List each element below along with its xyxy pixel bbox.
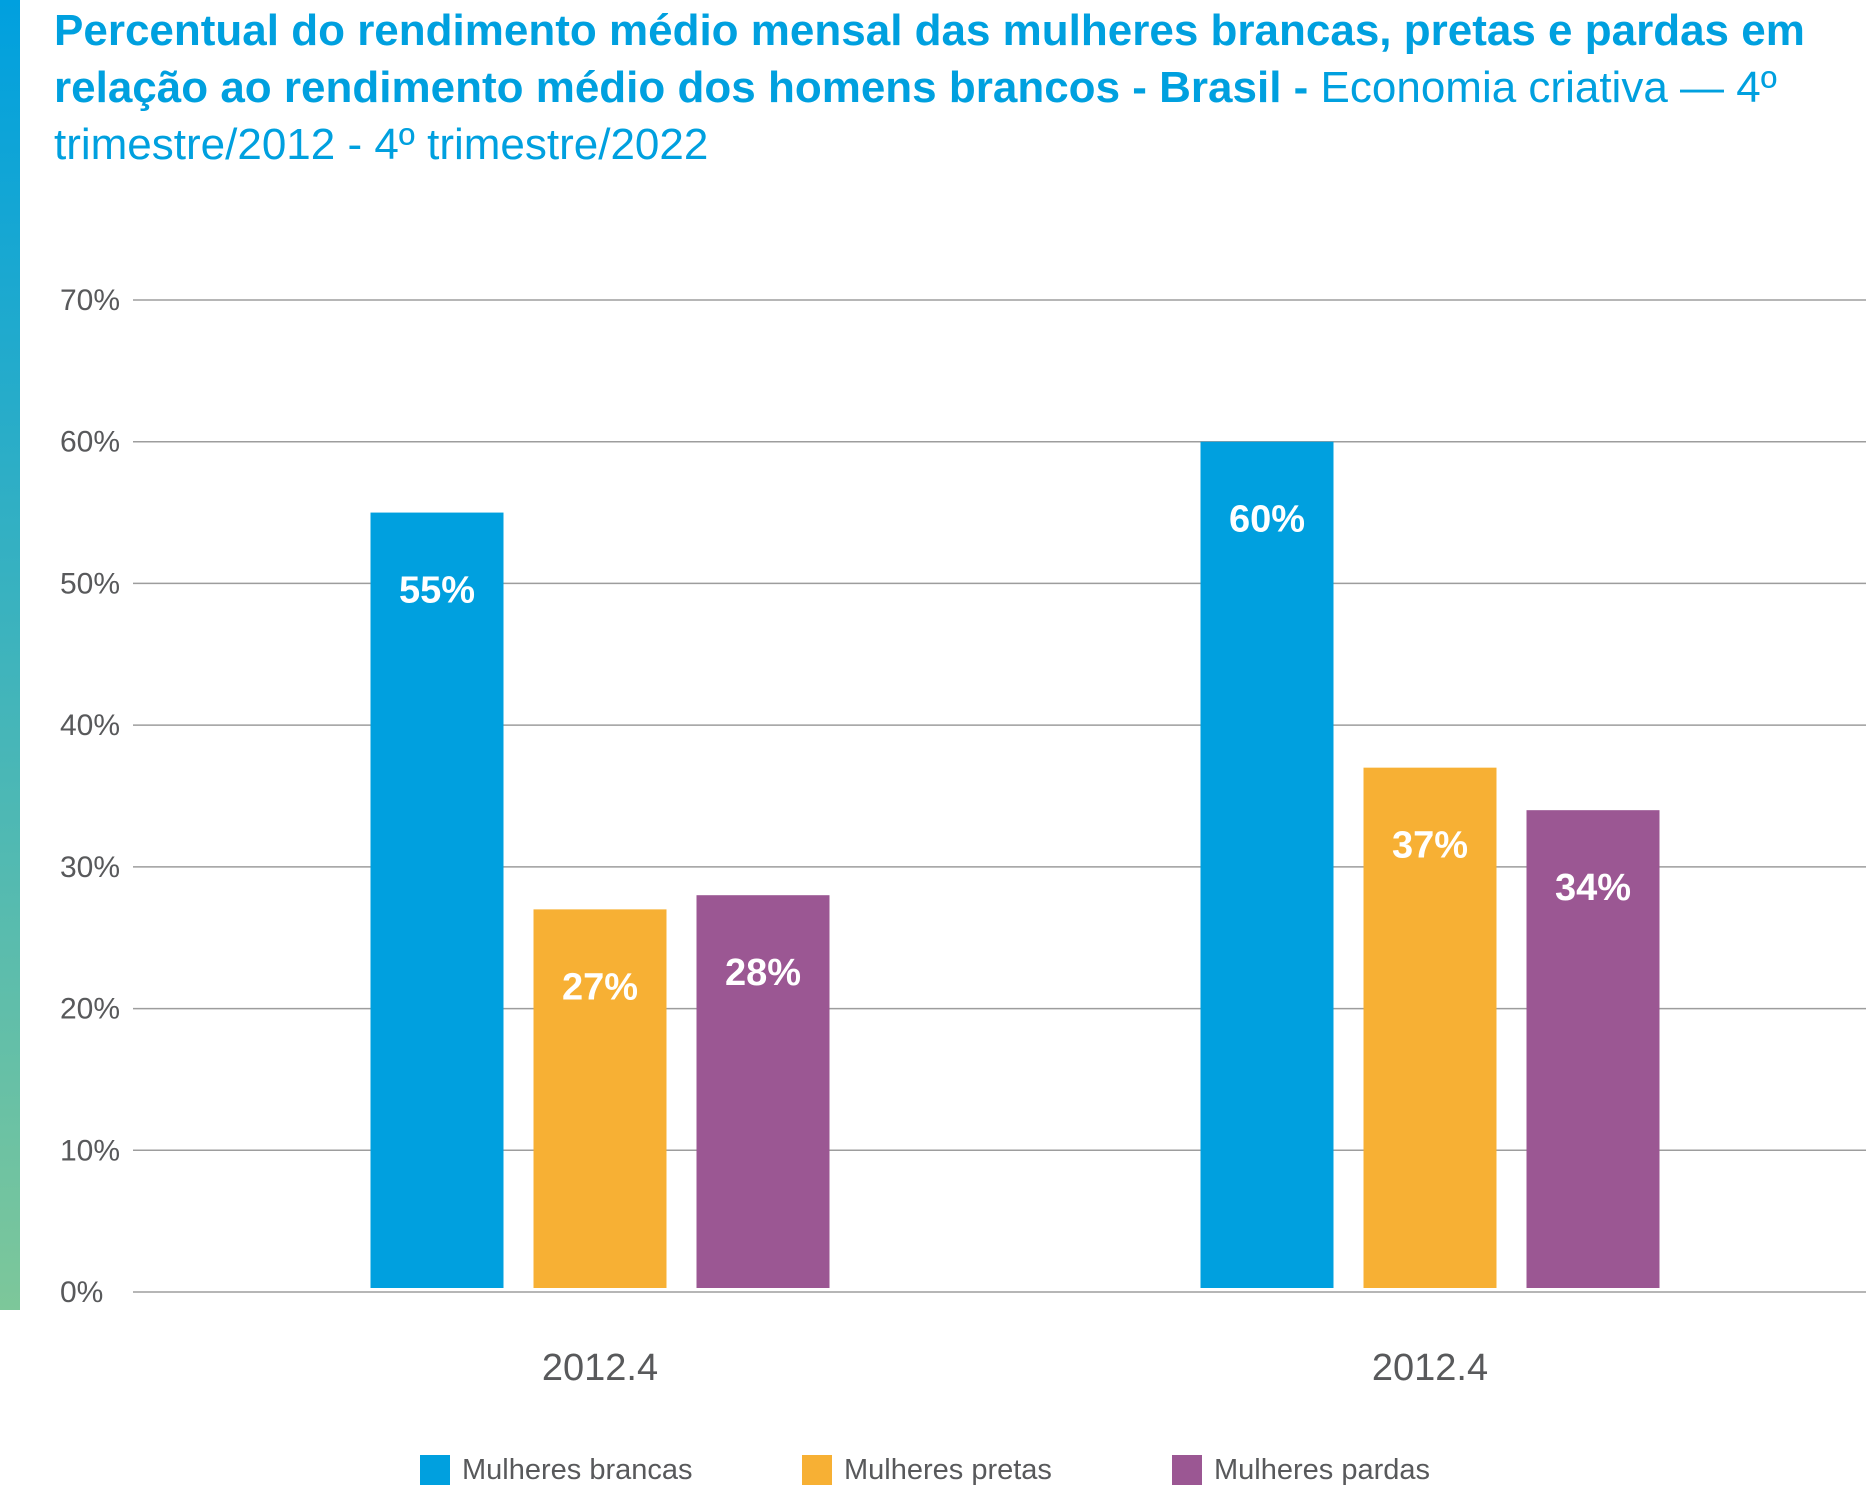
data-label: 60% xyxy=(1229,499,1305,541)
bar xyxy=(533,909,667,1288)
chart-title-subtitle: Economia criativa — 4º trimestre/2012 - … xyxy=(54,63,1777,169)
y-tick-label: 30% xyxy=(60,851,120,884)
data-label: 55% xyxy=(399,570,475,612)
data-label: 34% xyxy=(1555,867,1631,909)
legend-item: Mulheres pardas xyxy=(1172,1450,1430,1490)
data-label: 27% xyxy=(562,966,638,1008)
y-tick-label: 70% xyxy=(60,284,120,317)
legend-swatch xyxy=(802,1455,832,1485)
y-tick-label: 60% xyxy=(60,426,120,459)
y-tick-label: 20% xyxy=(60,993,120,1026)
legend-swatch xyxy=(420,1455,450,1485)
chart-title: Percentual do rendimento médio mensal da… xyxy=(54,2,1854,173)
bar xyxy=(696,895,830,1288)
legend-item: Mulheres pretas xyxy=(802,1450,1052,1490)
bar xyxy=(1526,810,1660,1288)
chart-legend: Mulheres brancas Mulheres pretas Mulheres … xyxy=(0,1450,1866,1490)
x-category-label: 2012.4 xyxy=(542,1347,658,1389)
data-label: 37% xyxy=(1392,825,1468,867)
bar xyxy=(370,512,504,1288)
data-label: 28% xyxy=(725,952,801,994)
legend-label: Mulheres brancas xyxy=(462,1453,693,1486)
y-tick-label: 40% xyxy=(60,709,120,742)
y-tick-label: 50% xyxy=(60,567,120,600)
y-tick-label: 0% xyxy=(60,1276,103,1309)
bar-chart: 0% 10% 20% 30% 40% 50% 60% 70% 55% 27% 28% 2012.4 60… xyxy=(60,284,1866,1389)
accent-bar xyxy=(0,0,20,1310)
x-category-label: 2012.4 xyxy=(1372,1347,1488,1389)
legend-item: Mulheres brancas xyxy=(420,1450,693,1490)
bar xyxy=(1363,767,1497,1288)
legend-label: Mulheres pardas xyxy=(1214,1453,1430,1486)
y-tick-label: 10% xyxy=(60,1134,120,1167)
legend-swatch xyxy=(1172,1455,1202,1485)
bar xyxy=(1200,441,1334,1288)
chart-title-bold: Percentual do rendimento médio mensal da… xyxy=(54,6,1805,112)
legend-label: Mulheres pretas xyxy=(844,1453,1052,1486)
